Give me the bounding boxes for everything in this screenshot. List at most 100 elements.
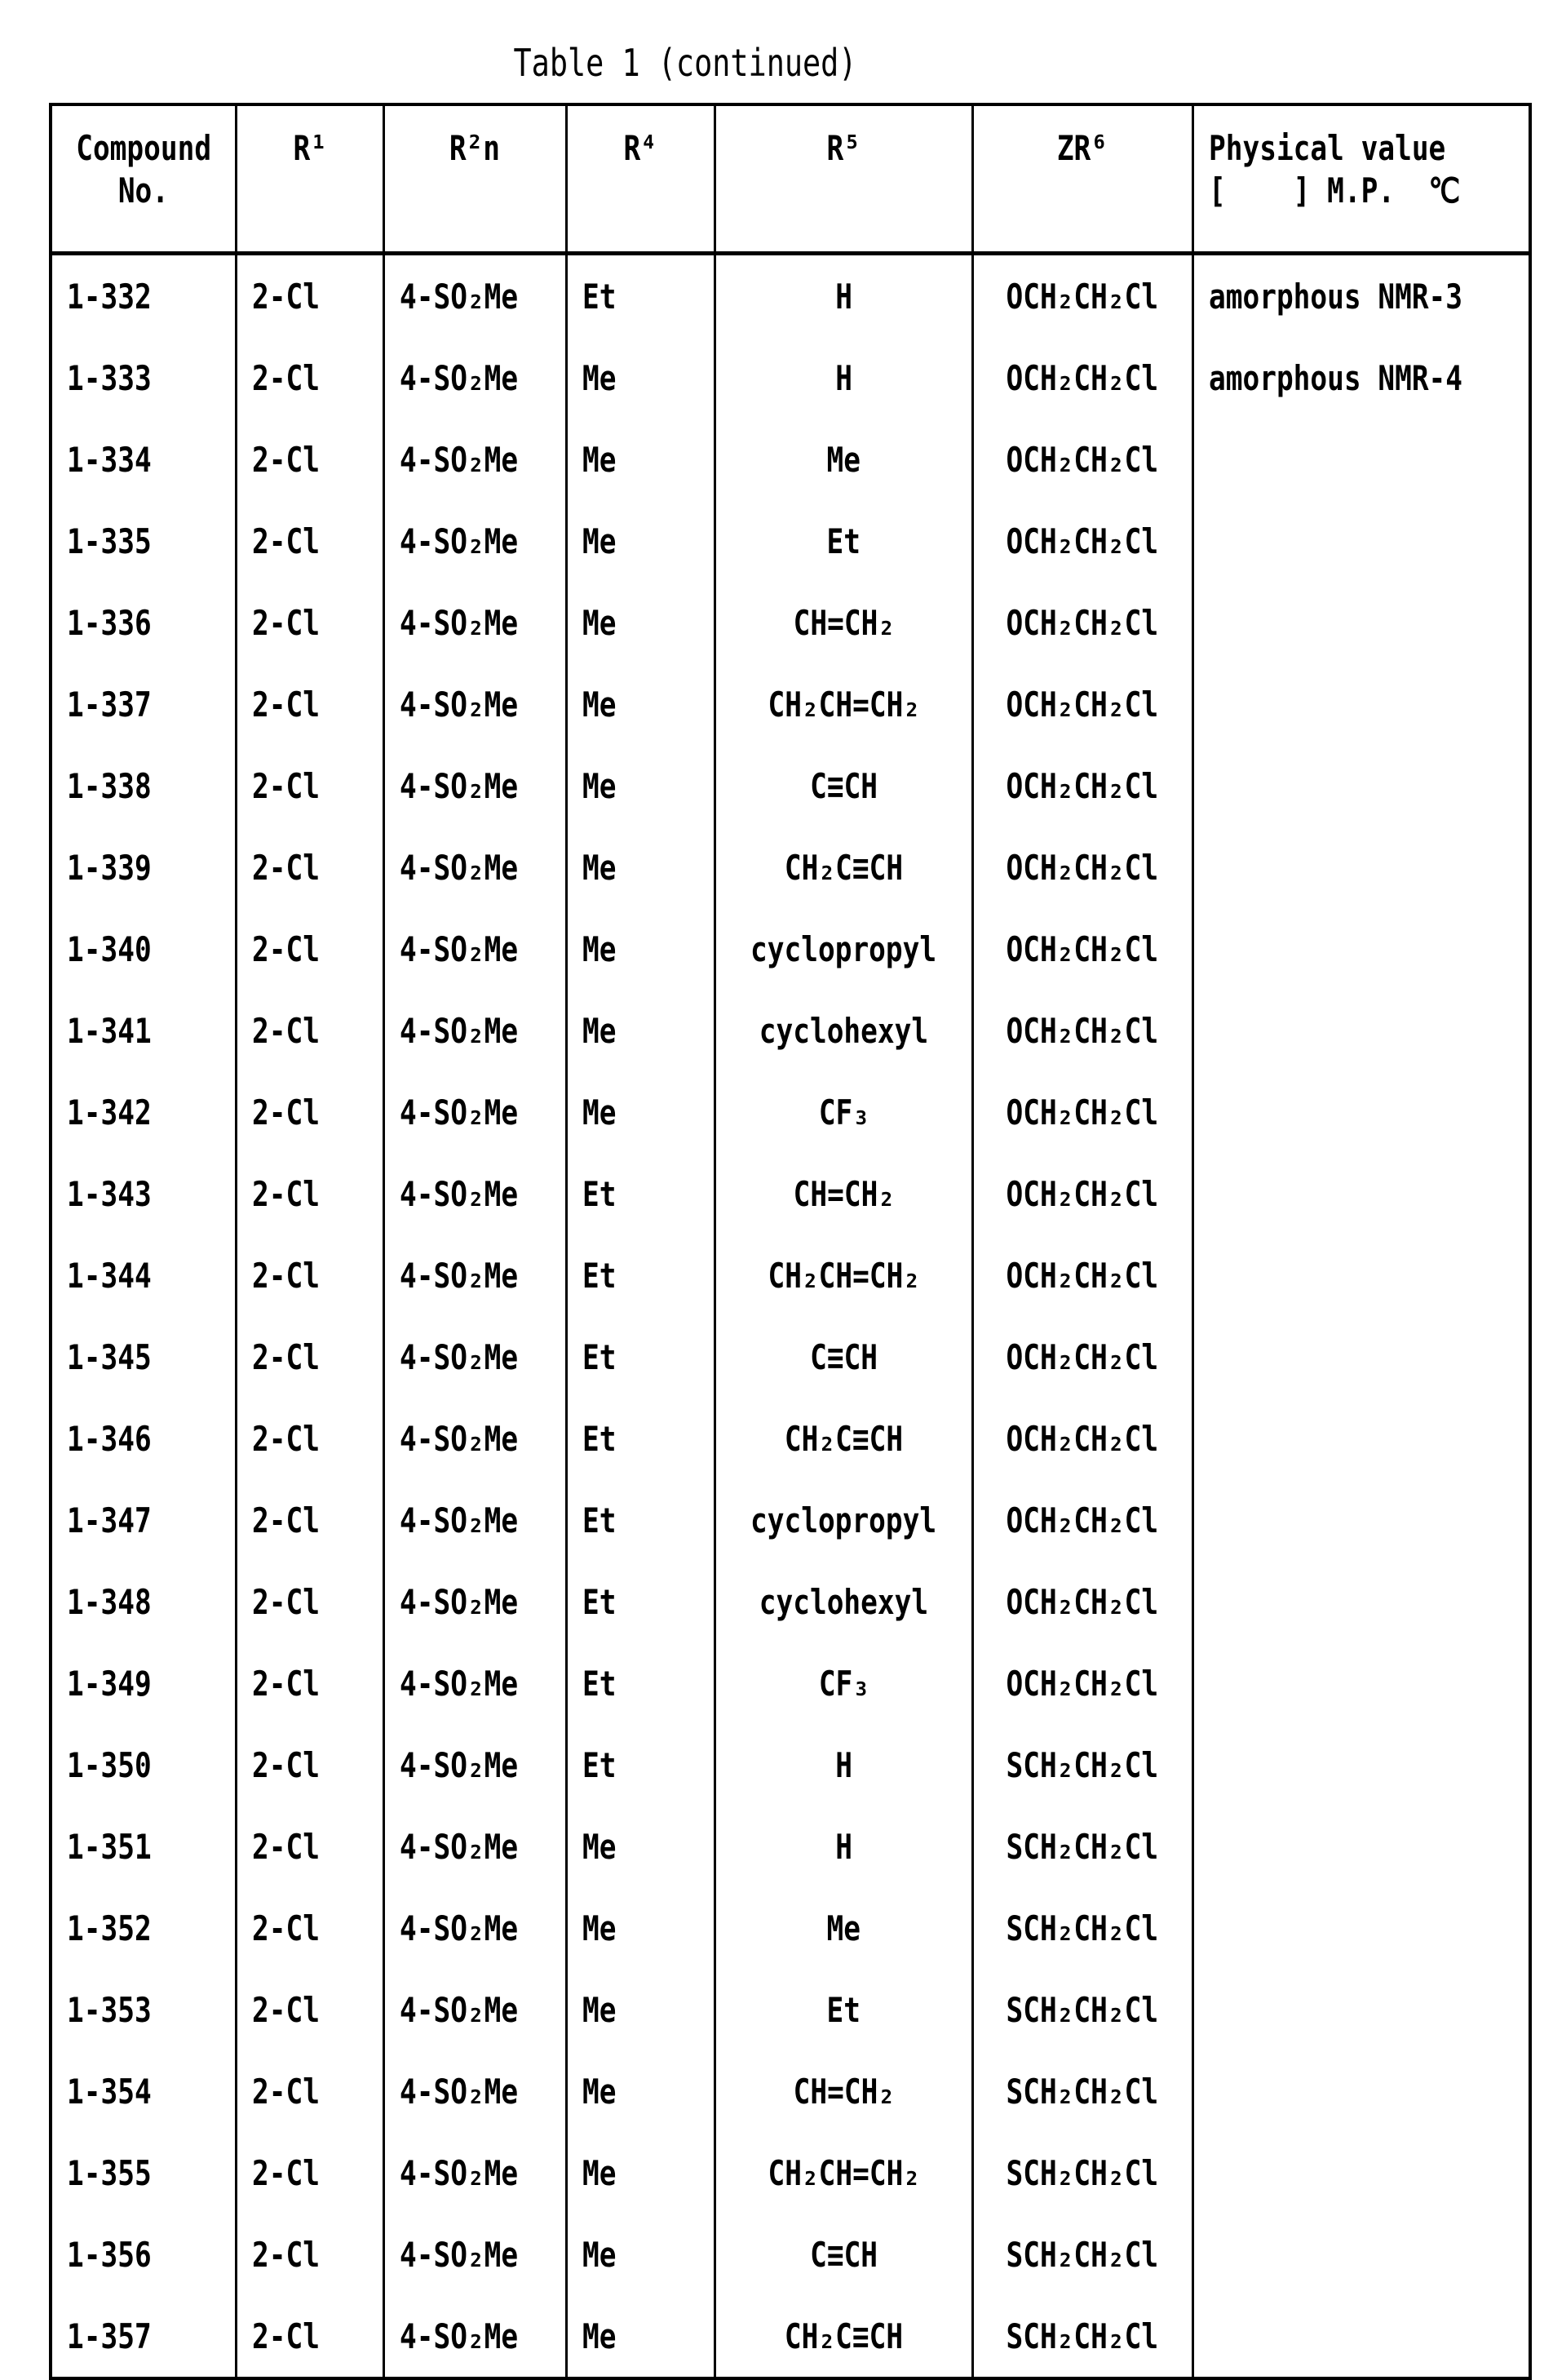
r5-value: CH₂C≡CH — [785, 848, 903, 888]
r4-value: Me — [582, 358, 616, 398]
r4-value: Et — [582, 1419, 616, 1459]
cell-r5: cyclopropyl — [715, 1479, 973, 1561]
compound-no-value: 1-341 — [67, 1011, 152, 1051]
r5-value: CH=CH₂ — [793, 2072, 894, 2112]
r2n-value: 4-SO₂Me — [400, 1092, 518, 1132]
compound-no-value: 1-338 — [67, 766, 152, 806]
table-row: 1-3362-Cl4-SO₂MeMeCH=CH₂OCH₂CH₂Cl — [51, 582, 1530, 663]
cell-r2n: 4-SO₂Me — [383, 827, 567, 908]
compound-no-value: 1-334 — [67, 440, 152, 480]
cell-physical-value — [1192, 2295, 1530, 2378]
r1-value: 2-Cl — [252, 1337, 320, 1377]
cell-zr6: SCH₂CH₂Cl — [972, 1806, 1192, 1887]
compound-table: CompoundNo. R¹ R²n R⁴ R⁵ ZR⁶ Physical va… — [49, 103, 1532, 2380]
cell-r5: CH₂C≡CH — [715, 827, 973, 908]
cell-r4: Me — [567, 908, 715, 990]
zr6-value: SCH₂CH₂Cl — [1007, 2072, 1159, 2112]
compound-no-value: 1-354 — [67, 2072, 152, 2112]
cell-r4: Et — [567, 1561, 715, 1642]
zr6-value: OCH₂CH₂Cl — [1007, 1256, 1159, 1296]
cell-r1: 2-Cl — [237, 1806, 383, 1887]
cell-r1: 2-Cl — [237, 2295, 383, 2378]
compound-no-value: 1-350 — [67, 1745, 152, 1785]
cell-r5: H — [715, 1724, 973, 1806]
compound-no-value: 1-357 — [67, 2316, 152, 2356]
compound-no-value: 1-344 — [67, 1256, 152, 1296]
cell-compound-no: 1-338 — [51, 745, 237, 827]
compound-no-value: 1-345 — [67, 1337, 152, 1377]
cell-physical-value — [1192, 663, 1530, 745]
physical-value-value: amorphous NMR-3 — [1209, 277, 1462, 317]
cell-physical-value — [1192, 2214, 1530, 2295]
cell-r5: Et — [715, 1969, 973, 2050]
header-phys-line2: [ ] M.P. ℃ — [1209, 170, 1460, 212]
cell-r2n: 4-SO₂Me — [383, 500, 567, 582]
r2n-value: 4-SO₂Me — [400, 1256, 518, 1296]
r1-value: 2-Cl — [252, 1500, 320, 1540]
zr6-value: SCH₂CH₂Cl — [1007, 1990, 1159, 2030]
cell-physical-value — [1192, 1969, 1530, 2050]
cell-zr6: OCH₂CH₂Cl — [972, 582, 1192, 663]
r1-value: 2-Cl — [252, 603, 320, 643]
cell-r4: Et — [567, 1153, 715, 1234]
r1-value: 2-Cl — [252, 1908, 320, 1948]
header-r4: R⁴ — [567, 104, 715, 254]
cell-r2n: 4-SO₂Me — [383, 663, 567, 745]
r1-value: 2-Cl — [252, 1092, 320, 1132]
table-row: 1-3322-Cl4-SO₂MeEtHOCH₂CH₂Clamorphous NM… — [51, 254, 1530, 338]
cell-r5: H — [715, 1806, 973, 1887]
cell-physical-value — [1192, 500, 1530, 582]
r2n-value: 4-SO₂Me — [400, 1174, 518, 1214]
cell-r1: 2-Cl — [237, 1887, 383, 1969]
cell-r4: Et — [567, 1479, 715, 1561]
cell-r1: 2-Cl — [237, 2132, 383, 2214]
header-zr6-label: ZR⁶ — [1057, 127, 1108, 170]
r4-value: Me — [582, 2153, 616, 2193]
cell-r4: Me — [567, 2132, 715, 2214]
r1-value: 2-Cl — [252, 848, 320, 888]
table-row: 1-3432-Cl4-SO₂MeEtCH=CH₂OCH₂CH₂Cl — [51, 1153, 1530, 1234]
r4-value: Me — [582, 1908, 616, 1948]
header-compound-no: CompoundNo. — [51, 104, 237, 254]
cell-r2n: 4-SO₂Me — [383, 1561, 567, 1642]
r4-value: Et — [582, 1500, 616, 1540]
cell-r4: Et — [567, 1398, 715, 1479]
cell-r2n: 4-SO₂Me — [383, 1153, 567, 1234]
cell-compound-no: 1-339 — [51, 827, 237, 908]
cell-compound-no: 1-335 — [51, 500, 237, 582]
cell-r2n: 4-SO₂Me — [383, 1969, 567, 2050]
header-physical-value: Physical value[ ] M.P. ℃ — [1192, 104, 1530, 254]
cell-physical-value — [1192, 1479, 1530, 1561]
cell-zr6: SCH₂CH₂Cl — [972, 1969, 1192, 2050]
cell-r2n: 4-SO₂Me — [383, 1234, 567, 1316]
r2n-value: 4-SO₂Me — [400, 1990, 518, 2030]
zr6-value: OCH₂CH₂Cl — [1007, 1092, 1159, 1132]
r2n-value: 4-SO₂Me — [400, 1745, 518, 1785]
table-row: 1-3512-Cl4-SO₂MeMeHSCH₂CH₂Cl — [51, 1806, 1530, 1887]
cell-r1: 2-Cl — [237, 1153, 383, 1234]
cell-zr6: OCH₂CH₂Cl — [972, 1153, 1192, 1234]
cell-zr6: OCH₂CH₂Cl — [972, 254, 1192, 338]
cell-physical-value — [1192, 2050, 1530, 2132]
cell-r4: Me — [567, 1071, 715, 1153]
cell-r4: Et — [567, 1234, 715, 1316]
table-row: 1-3482-Cl4-SO₂MeEtcyclohexylOCH₂CH₂Cl — [51, 1561, 1530, 1642]
cell-r5: CH=CH₂ — [715, 2050, 973, 2132]
compound-no-value: 1-339 — [67, 848, 152, 888]
zr6-value: OCH₂CH₂Cl — [1007, 1011, 1159, 1051]
cell-r1: 2-Cl — [237, 2050, 383, 2132]
cell-r2n: 4-SO₂Me — [383, 990, 567, 1071]
zr6-value: SCH₂CH₂Cl — [1007, 1827, 1159, 1867]
table-row: 1-3572-Cl4-SO₂MeMeCH₂C≡CHSCH₂CH₂Cl — [51, 2295, 1530, 2378]
table-row: 1-3392-Cl4-SO₂MeMeCH₂C≡CHOCH₂CH₂Cl — [51, 827, 1530, 908]
cell-zr6: OCH₂CH₂Cl — [972, 1398, 1192, 1479]
compound-no-value: 1-352 — [67, 1908, 152, 1948]
cell-zr6: OCH₂CH₂Cl — [972, 1071, 1192, 1153]
cell-compound-no: 1-332 — [51, 254, 237, 338]
cell-r4: Me — [567, 745, 715, 827]
table-row: 1-3422-Cl4-SO₂MeMeCF₃OCH₂CH₂Cl — [51, 1071, 1530, 1153]
cell-compound-no: 1-353 — [51, 1969, 237, 2050]
cell-r1: 2-Cl — [237, 254, 383, 338]
cell-physical-value — [1192, 1724, 1530, 1806]
cell-compound-no: 1-354 — [51, 2050, 237, 2132]
